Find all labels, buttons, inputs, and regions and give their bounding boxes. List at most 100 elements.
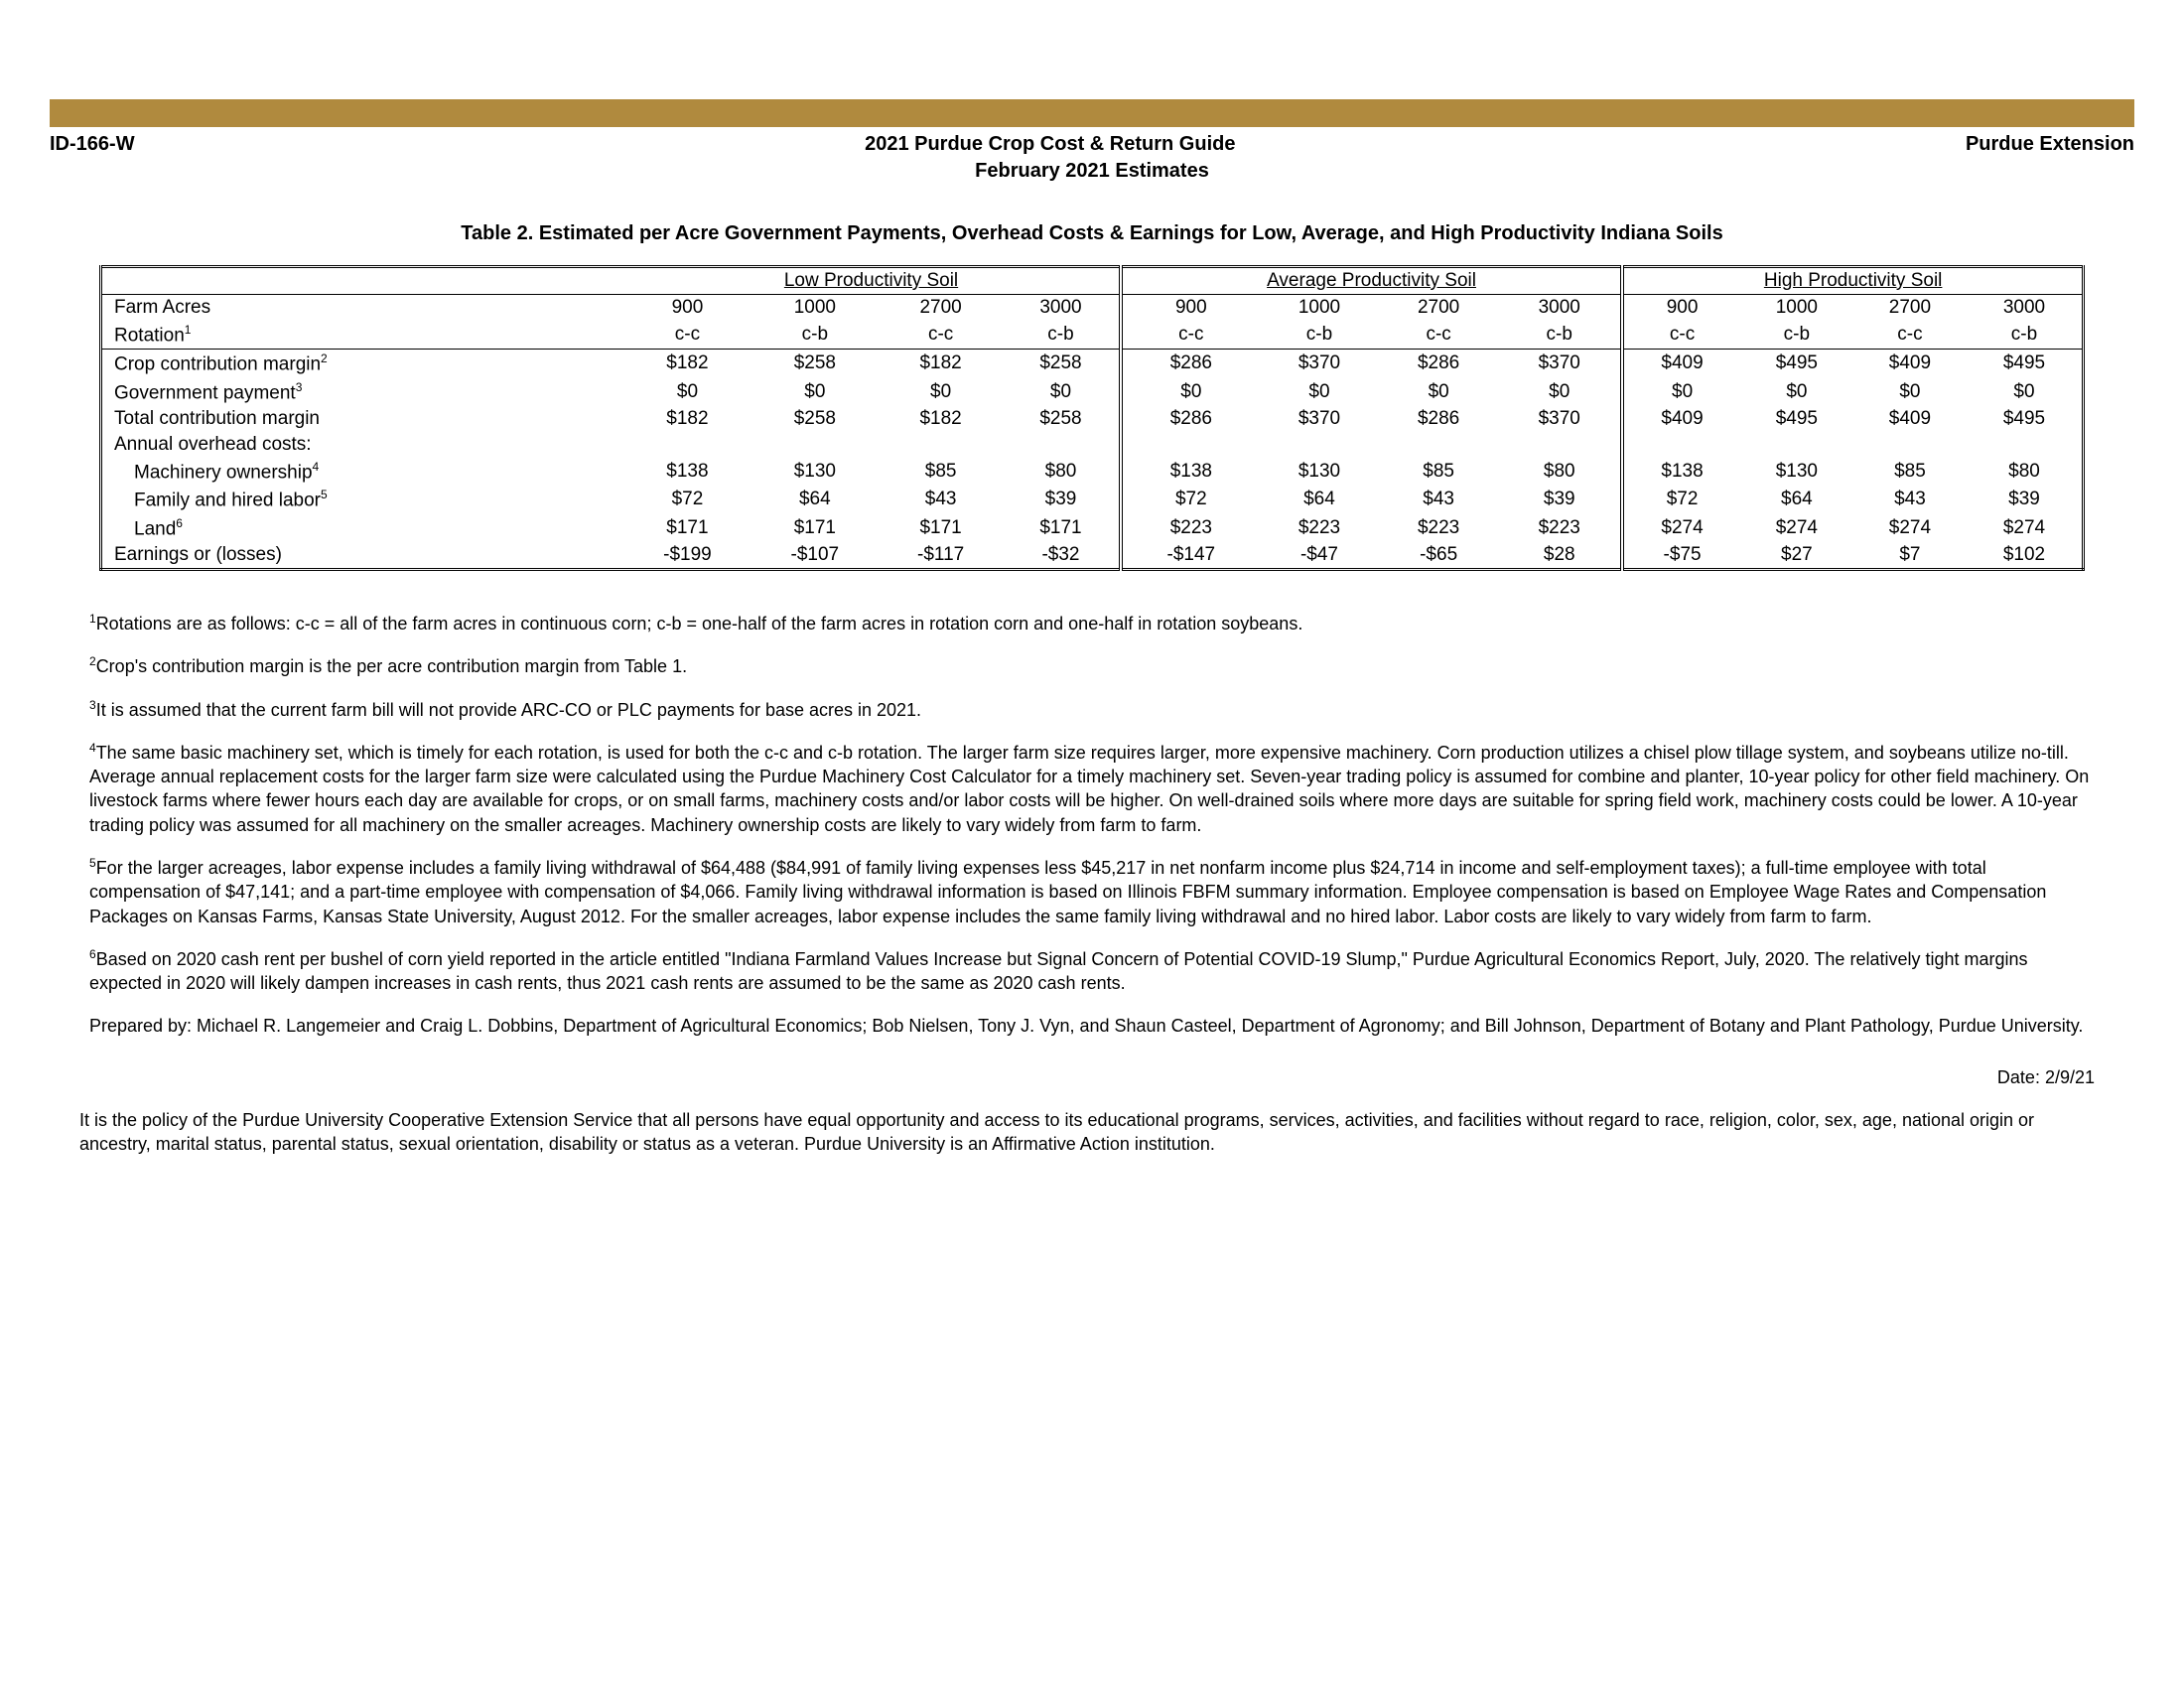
- table-cell: [1260, 432, 1379, 458]
- header-row: ID-166-W 2021 Purdue Crop Cost & Return …: [50, 133, 2134, 156]
- table-cell: $72: [1121, 486, 1260, 513]
- table-row: Family and hired labor5$72$64$43$39$72$6…: [101, 486, 2084, 513]
- table-cell: $495: [1740, 350, 1853, 378]
- table-cell: $43: [1379, 486, 1498, 513]
- table-cell: $286: [1121, 350, 1260, 378]
- table-row: Land6$171$171$171$171$223$223$223$223$27…: [101, 514, 2084, 542]
- rotation-label-text: Rotation: [114, 325, 185, 346]
- page-subtitle: February 2021 Estimates: [0, 160, 2184, 183]
- table-cell: $286: [1121, 406, 1260, 432]
- table-cell: c-c: [1121, 321, 1260, 350]
- table-cell: c-c: [1622, 321, 1740, 350]
- footnote-text: Based on 2020 cash rent per bushel of co…: [89, 949, 2028, 993]
- table-cell: $495: [1740, 406, 1853, 432]
- footnote-5: 5For the larger acreages, labor expense …: [89, 855, 2095, 928]
- table-cell: $274: [1740, 514, 1853, 542]
- table-cell: $80: [1967, 458, 2084, 486]
- table-cell: $0: [1740, 378, 1853, 406]
- table-cell: $409: [1853, 350, 1967, 378]
- table-title: Table 2. Estimated per Acre Government P…: [0, 222, 2184, 245]
- table-cell: [623, 432, 751, 458]
- table-cell: c-b: [1967, 321, 2084, 350]
- table-cell: $223: [1260, 514, 1379, 542]
- table-row: Machinery ownership4$138$130$85$80$138$1…: [101, 458, 2084, 486]
- table-cell: $43: [1853, 486, 1967, 513]
- table-cell: $85: [1853, 458, 1967, 486]
- table-cell: $258: [751, 406, 879, 432]
- table-cell: $0: [1622, 378, 1740, 406]
- table-cell: $64: [1260, 486, 1379, 513]
- group-avg: Average Productivity Soil: [1121, 267, 1623, 295]
- prepared-by: Prepared by: Michael R. Langemeier and C…: [89, 1014, 2095, 1038]
- table-cell: c-c: [623, 321, 751, 350]
- table-cell: $171: [1003, 514, 1121, 542]
- table-cell: -$65: [1379, 542, 1498, 570]
- table-cell: 3000: [1003, 295, 1121, 322]
- table-cell: $274: [1853, 514, 1967, 542]
- table-cell: -$47: [1260, 542, 1379, 570]
- footnote-text: Crop's contribution margin is the per ac…: [96, 656, 687, 676]
- table-cell: 3000: [1498, 295, 1622, 322]
- table-cell: $182: [879, 406, 1003, 432]
- table-cell: -$147: [1121, 542, 1260, 570]
- table-cell: $102: [1967, 542, 2084, 570]
- table-cell: $72: [1622, 486, 1740, 513]
- table-cell: $370: [1498, 350, 1622, 378]
- table-cell: $409: [1853, 406, 1967, 432]
- group-high: High Productivity Soil: [1622, 267, 2083, 295]
- table-cell: $0: [623, 378, 751, 406]
- table-cell: $39: [1967, 486, 2084, 513]
- table-cell: $409: [1622, 406, 1740, 432]
- footnote-text: The same basic machinery set, which is t…: [89, 743, 2089, 835]
- acres-label: Farm Acres: [101, 295, 624, 322]
- table-cell: $495: [1967, 406, 2084, 432]
- table-cell: $130: [1740, 458, 1853, 486]
- table-cell: c-c: [1379, 321, 1498, 350]
- table-cell: $258: [1003, 406, 1121, 432]
- table-cell: [1967, 432, 2084, 458]
- acres-row: Farm Acres 900 1000 2700 3000 900 1000 2…: [101, 295, 2084, 322]
- policy-statement: It is the policy of the Purdue Universit…: [79, 1108, 2105, 1157]
- table-cell: -$107: [751, 542, 879, 570]
- group-low: Low Productivity Soil: [623, 267, 1121, 295]
- row-label: Crop contribution margin2: [101, 350, 624, 378]
- table-cell: 1000: [751, 295, 879, 322]
- table-cell: $182: [879, 350, 1003, 378]
- table-cell: $130: [1260, 458, 1379, 486]
- table-cell: $0: [1967, 378, 2084, 406]
- doc-id: ID-166-W: [50, 133, 135, 156]
- table-cell: [1498, 432, 1622, 458]
- footnote-4: 4The same basic machinery set, which is …: [89, 740, 2095, 837]
- table-cell: $39: [1498, 486, 1622, 513]
- row-label: Family and hired labor5: [101, 486, 624, 513]
- footnote-6: 6Based on 2020 cash rent per bushel of c…: [89, 946, 2095, 996]
- table-cell: 1000: [1740, 295, 1853, 322]
- footnote-3: 3It is assumed that the current farm bil…: [89, 697, 2095, 722]
- row-label: Government payment3: [101, 378, 624, 406]
- rotation-label: Rotation1: [101, 321, 624, 350]
- table-cell: 900: [1622, 295, 1740, 322]
- table-cell: [879, 432, 1003, 458]
- table-cell: $370: [1260, 350, 1379, 378]
- table-cell: $0: [1003, 378, 1121, 406]
- table-row: Earnings or (losses)-$199-$107-$117-$32-…: [101, 542, 2084, 570]
- table-cell: [1121, 432, 1260, 458]
- table-cell: $409: [1622, 350, 1740, 378]
- table-row: Annual overhead costs:: [101, 432, 2084, 458]
- table-cell: c-b: [1260, 321, 1379, 350]
- table-cell: c-b: [1498, 321, 1622, 350]
- table-cell: $39: [1003, 486, 1121, 513]
- table-cell: $138: [1622, 458, 1740, 486]
- table-cell: $274: [1622, 514, 1740, 542]
- footnote-1: 1Rotations are as follows: c-c = all of …: [89, 611, 2095, 635]
- table-cell: $80: [1003, 458, 1121, 486]
- table-cell: -$117: [879, 542, 1003, 570]
- table-cell: $0: [1121, 378, 1260, 406]
- table-cell: $0: [1498, 378, 1622, 406]
- table-cell: 1000: [1260, 295, 1379, 322]
- table-cell: 2700: [879, 295, 1003, 322]
- table-cell: [1853, 432, 1967, 458]
- table-cell: c-b: [751, 321, 879, 350]
- table-cell: $223: [1121, 514, 1260, 542]
- table-cell: $495: [1967, 350, 2084, 378]
